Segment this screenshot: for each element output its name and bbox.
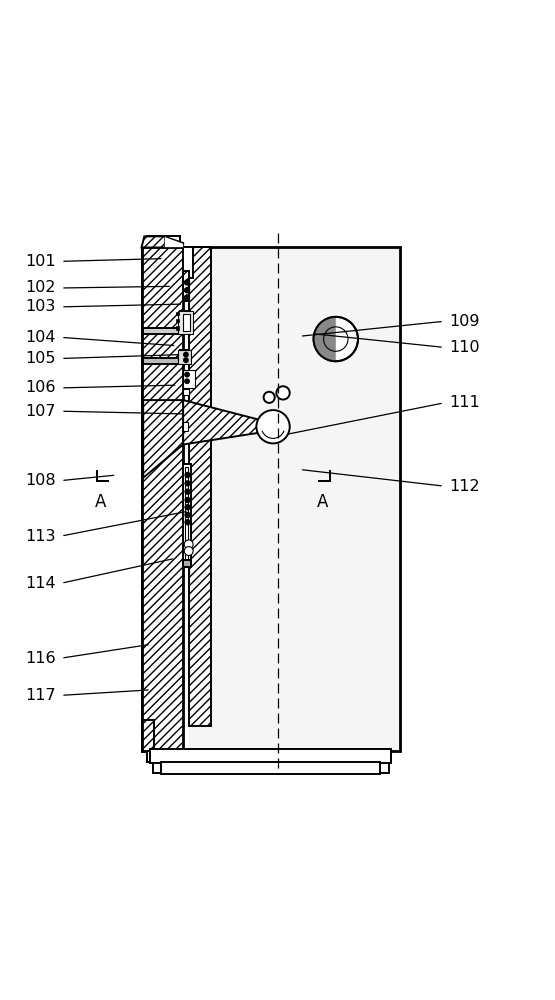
- Circle shape: [184, 352, 188, 357]
- Bar: [176, 312, 179, 315]
- Bar: [176, 326, 179, 330]
- Bar: [161, 762, 380, 774]
- Bar: [185, 467, 188, 564]
- Bar: [189, 247, 211, 726]
- Polygon shape: [143, 350, 189, 364]
- Bar: [150, 749, 391, 763]
- Text: 111: 111: [450, 395, 480, 410]
- Circle shape: [184, 540, 193, 549]
- Circle shape: [185, 489, 190, 494]
- Polygon shape: [183, 400, 269, 444]
- Bar: [183, 389, 189, 395]
- Circle shape: [185, 512, 190, 517]
- Bar: [183, 271, 189, 301]
- Bar: [142, 247, 400, 751]
- Circle shape: [276, 386, 290, 400]
- Bar: [183, 464, 191, 567]
- Bar: [178, 350, 191, 364]
- Circle shape: [185, 473, 190, 478]
- Circle shape: [314, 317, 358, 361]
- Polygon shape: [142, 236, 183, 247]
- Bar: [183, 422, 188, 431]
- Text: A: A: [317, 493, 329, 511]
- Bar: [183, 247, 193, 278]
- Polygon shape: [143, 311, 190, 334]
- Text: 113: 113: [25, 529, 56, 544]
- Bar: [142, 247, 183, 751]
- Circle shape: [185, 505, 190, 510]
- Circle shape: [185, 379, 189, 383]
- Text: 112: 112: [450, 479, 480, 494]
- Polygon shape: [147, 236, 180, 247]
- Text: 101: 101: [25, 254, 56, 269]
- Text: 102: 102: [25, 280, 56, 295]
- Circle shape: [184, 547, 193, 555]
- Text: 105: 105: [25, 351, 56, 366]
- Text: 104: 104: [25, 330, 56, 345]
- Circle shape: [185, 280, 190, 285]
- Circle shape: [185, 372, 189, 377]
- Text: 116: 116: [25, 651, 56, 666]
- Circle shape: [185, 481, 190, 486]
- Polygon shape: [164, 236, 183, 247]
- Text: 108: 108: [25, 473, 56, 488]
- Bar: [183, 560, 191, 567]
- Text: 117: 117: [25, 688, 56, 703]
- Wedge shape: [314, 317, 336, 361]
- Circle shape: [185, 520, 190, 525]
- Text: 107: 107: [25, 404, 56, 419]
- Bar: [176, 319, 179, 322]
- Bar: [183, 370, 195, 388]
- Bar: [183, 314, 190, 331]
- Circle shape: [256, 410, 290, 443]
- Circle shape: [185, 288, 190, 293]
- Circle shape: [185, 295, 190, 300]
- Text: 114: 114: [25, 576, 56, 591]
- Bar: [183, 247, 189, 751]
- Polygon shape: [147, 751, 391, 762]
- Text: 109: 109: [450, 314, 480, 329]
- Bar: [153, 761, 388, 773]
- Text: 106: 106: [25, 380, 56, 395]
- Polygon shape: [143, 400, 183, 478]
- Circle shape: [184, 358, 188, 362]
- Circle shape: [264, 392, 275, 403]
- Text: A: A: [95, 493, 107, 511]
- Circle shape: [185, 498, 190, 502]
- Text: 110: 110: [450, 340, 480, 355]
- Bar: [178, 311, 193, 334]
- Text: 103: 103: [25, 299, 56, 314]
